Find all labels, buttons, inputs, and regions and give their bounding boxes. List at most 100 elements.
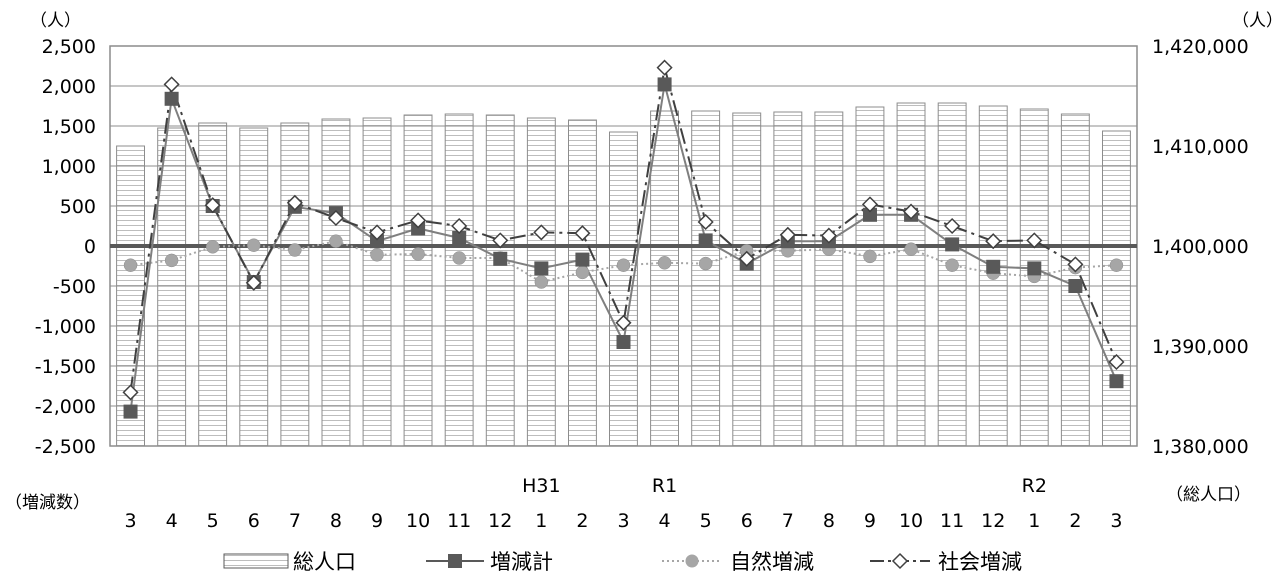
left-tick-label: -1,500	[35, 356, 96, 378]
point-social-change	[820, 227, 837, 244]
point-natural-change	[698, 256, 713, 271]
x-tick-label: 12	[488, 510, 512, 532]
point-social-change	[492, 232, 509, 249]
left-tick-label: -1,000	[35, 316, 96, 338]
x-tick-label: 6	[248, 510, 260, 532]
bar-total-population	[362, 117, 392, 447]
left-tick-label: 1,000	[42, 156, 96, 178]
point-social-change	[574, 225, 591, 242]
point-natural-change	[616, 258, 631, 272]
x-tick-label: 1	[535, 510, 547, 532]
x-tick-label: 10	[406, 510, 430, 532]
left-tick-label: -500	[53, 276, 96, 298]
point-social-change	[451, 217, 468, 235]
point-natural-change	[534, 275, 549, 289]
bar-total-population	[321, 118, 351, 447]
left-tick-label: 2,000	[42, 76, 96, 98]
text-layer: （人） （人） （増減数） （総人口） 2,500 2,000 1,500 1,000…	[5, 11, 1281, 532]
x-tick-label: 9	[371, 510, 383, 532]
point-social-change	[944, 217, 961, 235]
bar-total-population	[896, 102, 926, 447]
bar-total-population	[691, 110, 721, 447]
x-tick-label: 5	[207, 510, 219, 532]
left-tick-label: -2,000	[35, 396, 96, 418]
right-tick-label: 1,400,000	[1152, 236, 1249, 258]
point-natural-change	[247, 238, 261, 252]
era-label: R2	[1022, 475, 1047, 497]
bar-total-population	[198, 122, 228, 447]
bar-total-population	[937, 102, 967, 447]
x-tick-label: 9	[864, 510, 876, 532]
point-natural-change	[904, 242, 918, 256]
point-natural-change	[575, 265, 590, 280]
point-total-change	[1027, 261, 1042, 276]
point-social-change	[1108, 353, 1125, 371]
bar-total-population	[116, 145, 145, 447]
bar-total-population	[650, 110, 679, 447]
legend-swatch-total-population	[223, 553, 289, 569]
bar-total-population	[855, 106, 885, 447]
point-social-change	[122, 384, 139, 401]
point-social-change	[902, 203, 920, 220]
left-tick-label: -2,500	[35, 436, 96, 458]
right-tick-label: 1,390,000	[1152, 336, 1249, 358]
x-tick-label: 4	[659, 510, 671, 532]
point-social-change	[245, 274, 262, 291]
bar-total-population	[732, 112, 762, 447]
x-tick-label: 11	[940, 510, 964, 532]
legend-label-total-change: 増減計	[490, 550, 553, 573]
bar-total-population	[444, 113, 474, 447]
x-tick-label: 8	[823, 510, 835, 532]
point-social-change	[204, 197, 221, 214]
legend-label-total-population: 総人口	[293, 550, 356, 573]
point-social-change	[533, 224, 550, 241]
legend-marker-total-change	[448, 554, 462, 568]
bar-total-population	[1102, 130, 1131, 447]
point-social-change	[779, 226, 796, 243]
left-tick-label: 2,500	[42, 36, 96, 58]
x-tick-label: 1	[1028, 510, 1040, 532]
x-tick-label: 6	[741, 510, 753, 532]
bar-total-population	[609, 131, 638, 447]
bar-total-population	[485, 114, 515, 447]
legend-label-natural-change: 自然増減	[730, 550, 814, 573]
left-axis-label: （増減数）	[5, 493, 90, 513]
point-social-change	[327, 209, 345, 227]
point-social-change	[286, 194, 303, 211]
point-total-change	[862, 207, 877, 222]
bar-total-population	[773, 111, 803, 447]
point-total-change	[1109, 374, 1124, 389]
point-social-change	[1067, 256, 1084, 273]
point-natural-change	[329, 234, 343, 248]
legend-marker-social-change	[891, 552, 909, 570]
point-natural-change	[123, 258, 138, 272]
point-natural-change	[164, 253, 179, 268]
point-natural-change	[452, 251, 466, 265]
bar-total-population	[568, 119, 597, 447]
left-tick-label: 1,500	[42, 116, 96, 138]
point-social-change	[368, 224, 386, 241]
left-axis-unit: （人）	[30, 11, 81, 31]
point-social-change	[697, 213, 714, 231]
point-total-change	[698, 233, 713, 248]
point-total-change	[616, 335, 631, 349]
bar-total-population	[157, 127, 187, 447]
left-tick-label: 0	[84, 236, 96, 258]
point-social-change	[985, 233, 1002, 250]
x-tick-label: 11	[447, 510, 471, 532]
x-tick-label: 10	[899, 510, 923, 532]
point-social-change	[410, 212, 427, 229]
axes-layer	[109, 45, 1138, 447]
legend: 総人口 増減計 自然増減 社会増減	[223, 550, 1022, 573]
point-social-change	[1026, 232, 1043, 249]
x-tick-label: 3	[124, 510, 136, 532]
era-label: R1	[652, 475, 677, 497]
x-tick-label: 7	[782, 510, 794, 532]
point-total-change	[493, 251, 508, 266]
point-total-change	[575, 252, 590, 267]
point-total-change	[534, 261, 549, 276]
right-axis-unit: （人）	[1232, 11, 1281, 31]
x-tick-label: 3	[1110, 510, 1122, 532]
bars-layer	[116, 102, 1131, 447]
